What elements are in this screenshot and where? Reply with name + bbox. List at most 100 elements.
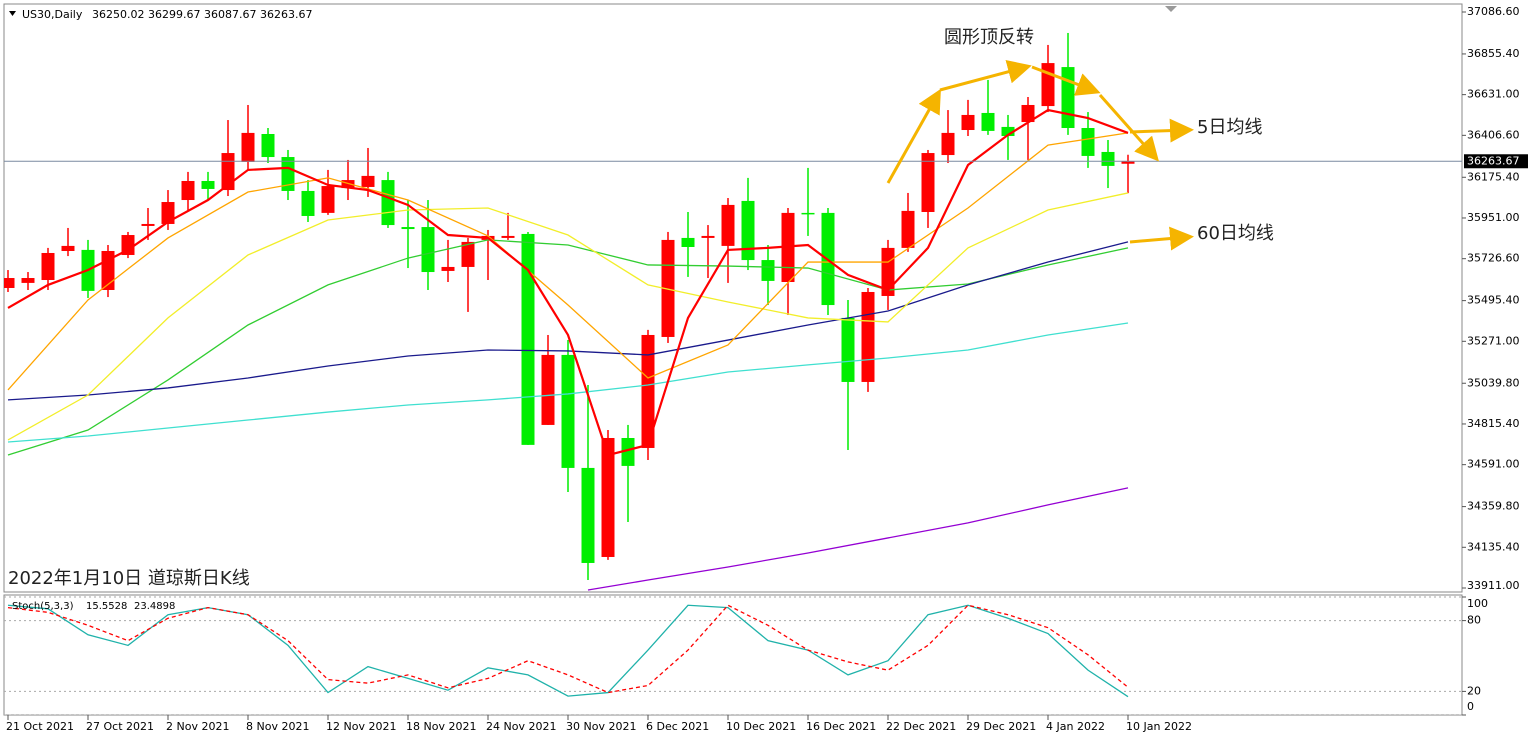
y-tick-label: 33911.00 [1467, 579, 1520, 592]
y-tick-label: 35039.80 [1467, 376, 1520, 389]
x-tick-label: 10 Dec 2021 [726, 720, 796, 733]
candle-body [801, 212, 815, 215]
stoch-d-value: 23.4898 [134, 601, 175, 612]
arrows [886, 60, 1194, 251]
y-tick-label: 35495.40 [1467, 294, 1520, 307]
x-tick-label: 16 Dec 2021 [806, 720, 876, 733]
annotation: 5日均线 [1197, 117, 1262, 138]
moving-average [7, 132, 1129, 391]
candle-body [321, 186, 335, 213]
candle-body [961, 114, 975, 131]
candle-body [901, 210, 915, 248]
x-tick-label: 21 Oct 2021 [6, 720, 74, 733]
candle-body [621, 437, 635, 466]
y-tick-label: 36406.60 [1467, 128, 1520, 141]
main-plot [4, 32, 1462, 591]
menu-marker [9, 11, 16, 16]
candle-body [441, 266, 455, 271]
candle-body [1101, 151, 1115, 166]
candle-body [241, 132, 255, 162]
y-tick-label: 100 [1467, 597, 1488, 610]
caption: 2022年1月10日 道琼斯日K线 [8, 568, 250, 589]
ohlc-open: 36250.02 [92, 8, 145, 21]
candle-body [1001, 126, 1015, 136]
candle-body [21, 278, 35, 283]
stoch-plot [4, 596, 1462, 715]
candle-body [221, 153, 235, 191]
candle-body [121, 235, 135, 255]
y-tick-label: 0 [1467, 700, 1474, 713]
candle-body [401, 227, 415, 230]
candle-body [4, 278, 15, 288]
x-tick-label: 18 Nov 2021 [406, 720, 476, 733]
candle-body [721, 204, 735, 246]
overlay: US30,Daily 36250.02 36299.67 36087.67 36… [8, 8, 1274, 612]
candle-body [941, 132, 955, 156]
candle-body [501, 235, 515, 238]
arrow [939, 60, 1032, 92]
candle-body [281, 157, 295, 191]
candle-body [761, 260, 775, 281]
candle-body [561, 354, 575, 468]
y-tick-label: 35726.60 [1467, 252, 1520, 265]
ohlc-low: 36087.67 [204, 8, 257, 21]
candle-body [841, 317, 855, 382]
x-tick-label: 27 Oct 2021 [86, 720, 154, 733]
candle-body [201, 180, 215, 189]
candle-body [41, 252, 55, 281]
y-tick-label: 37086.60 [1467, 5, 1520, 18]
moving-average [587, 487, 1129, 591]
moving-average [7, 241, 1129, 401]
candle-body [1061, 67, 1075, 129]
annotation: 60日均线 [1197, 223, 1274, 244]
candle-body [1081, 128, 1095, 156]
x-tick-label: 8 Nov 2021 [246, 720, 309, 733]
main-frame [3, 3, 1463, 593]
ohlc-high: 36299.67 [148, 8, 201, 21]
y-tick-label: 34591.00 [1467, 458, 1520, 471]
x-tick-label: 29 Dec 2021 [966, 720, 1036, 733]
candle-body [981, 112, 995, 131]
candle-body [741, 200, 755, 261]
y-tick-label: 35271.00 [1467, 334, 1520, 347]
candle-body [601, 437, 615, 557]
candle-body [861, 291, 875, 382]
symbol: US30,Daily [22, 8, 83, 21]
moving-average [7, 192, 1129, 441]
candle-body [641, 334, 655, 448]
candle-body [381, 180, 395, 226]
arrow [1129, 118, 1194, 143]
arrow [1129, 226, 1194, 251]
y-tick-label: 36855.40 [1467, 47, 1520, 60]
stoch-d [7, 604, 1129, 694]
candle-body [161, 202, 175, 224]
arrow [1031, 65, 1101, 96]
y-tick-label: 34815.40 [1467, 417, 1520, 430]
x-tick-label: 22 Dec 2021 [886, 720, 956, 733]
y-tick-label: 80 [1467, 614, 1481, 627]
stoch-frame [3, 594, 1463, 716]
candle-body [301, 190, 315, 216]
candle-body [701, 235, 715, 238]
x-tick-label: 10 Jan 2022 [1126, 720, 1192, 733]
stoch-k-value: 15.5528 [86, 601, 127, 612]
y-tick-label: 36631.00 [1467, 88, 1520, 101]
candle-body [521, 233, 535, 445]
y-tick-label: 34359.80 [1467, 500, 1520, 513]
y-tick-label: 36175.40 [1467, 170, 1520, 183]
y-tick-label: 34135.40 [1467, 540, 1520, 553]
candle-body [661, 239, 675, 337]
candle-body [61, 245, 75, 251]
candle-body [361, 175, 375, 187]
candle-body [1021, 104, 1035, 123]
candle-body [461, 241, 475, 267]
y-tick-label: 35951.00 [1467, 211, 1520, 224]
candle-body [921, 153, 935, 212]
candle-body [181, 180, 195, 201]
arrow [1098, 94, 1159, 162]
annotation: 圆形顶反转 [944, 27, 1034, 48]
x-tick-label: 6 Dec 2021 [646, 720, 709, 733]
y-tick-label: 20 [1467, 684, 1481, 697]
shift-marker [1165, 6, 1177, 12]
